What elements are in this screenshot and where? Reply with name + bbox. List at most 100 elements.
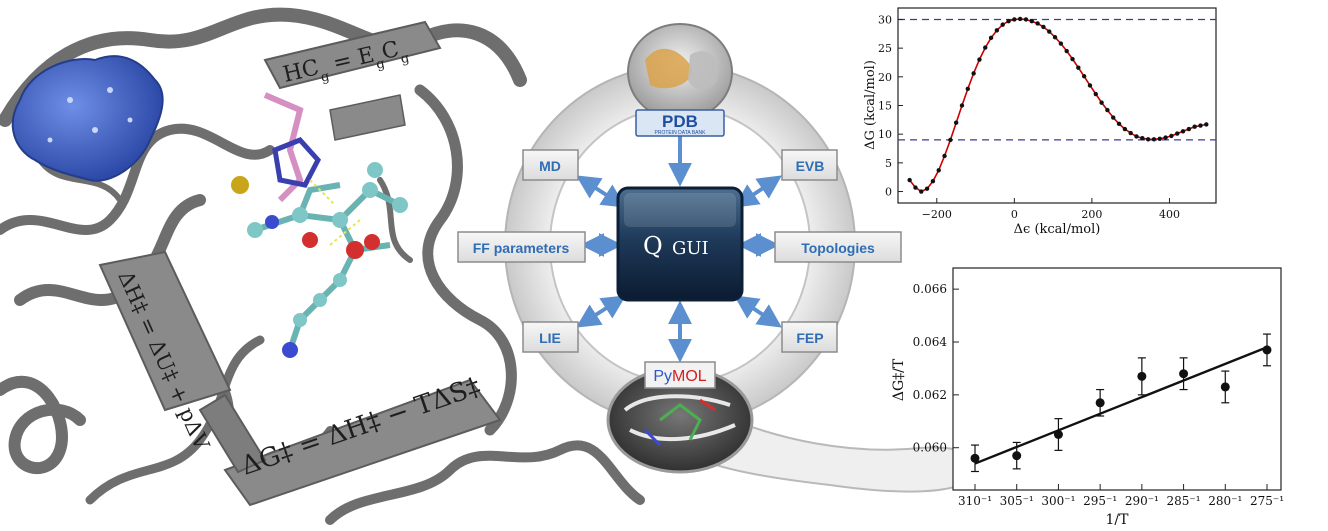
chart1-data-point xyxy=(1105,107,1110,113)
chart1-data-point xyxy=(965,86,971,92)
chart1-ytick-label-0: 0 xyxy=(885,186,892,199)
chart1-data-point xyxy=(1163,135,1168,140)
chart1-data-point xyxy=(983,45,988,50)
q-gui-q-letter: Q xyxy=(643,232,663,260)
tool-box-ff-parameters[interactable]: FF parameters xyxy=(457,231,586,263)
chart2-xtick-label-4: 290⁻¹ xyxy=(1125,494,1159,508)
tool-box-fep[interactable]: FEP xyxy=(781,321,838,353)
chart1-data-point xyxy=(1052,35,1058,40)
chart2-data-point xyxy=(1220,382,1230,392)
chart1-data-point xyxy=(1087,83,1093,88)
chart1-data-point xyxy=(913,185,918,190)
chart1-ytick-label-1: 5 xyxy=(885,157,892,170)
chart2-data-point xyxy=(1053,430,1063,439)
chart1-data-point xyxy=(1134,134,1139,139)
chart1-data-point xyxy=(1099,100,1104,105)
chart1-xlabel: Δϵ (kcal/mol) xyxy=(1014,222,1101,237)
chart2-ytick-label-0: 0.060 xyxy=(913,441,947,455)
chart1-data-point xyxy=(1180,129,1186,134)
chart1-xtick-label-3: 400 xyxy=(1159,208,1180,221)
tool-box-lie-label: LIE xyxy=(539,330,561,346)
chart1-data-point xyxy=(977,57,982,62)
chart1-data-point xyxy=(1204,122,1209,127)
tool-box-md[interactable]: MD xyxy=(522,149,579,181)
chart1-ytick-label-3: 15 xyxy=(878,100,892,113)
chart2-xtick-label-7: 275⁻¹ xyxy=(1250,494,1284,508)
pymol-label-box xyxy=(644,361,716,389)
chart2-ytick-label-1: 0.062 xyxy=(913,388,947,402)
tool-box-ff-parameters-label: FF parameters xyxy=(473,240,570,256)
pymol-node[interactable]: PyMOL xyxy=(606,361,754,474)
chart1-data-point xyxy=(1128,130,1133,136)
tool-box-lie[interactable]: LIE xyxy=(522,321,579,353)
chart1-data-point xyxy=(907,177,912,183)
tool-box-evb-label: EVB xyxy=(796,158,825,174)
chart2-frame xyxy=(952,267,1282,491)
chart1-data-point xyxy=(1192,124,1197,129)
tool-box-fep-label: FEP xyxy=(796,330,823,346)
chart2-data-point xyxy=(1137,371,1147,381)
chart1-data-point xyxy=(948,137,953,143)
chart1-data-point xyxy=(1145,137,1151,142)
chart1-data-point xyxy=(1151,137,1157,142)
tool-box-evb[interactable]: EVB xyxy=(781,149,838,181)
chart1-ytick-label-4: 20 xyxy=(878,71,892,84)
chart2-xtick-label-5: 285⁻¹ xyxy=(1167,494,1201,508)
chart2-data-point xyxy=(1095,398,1105,408)
tool-box-topologies[interactable]: Topologies xyxy=(774,231,902,263)
chart2-ytick-label-3: 0.066 xyxy=(913,282,947,296)
chart1-data-point xyxy=(994,28,1000,33)
connector-arrows xyxy=(575,135,782,363)
chart2-ylabel: ΔG‡/T xyxy=(891,358,907,401)
pdb-logo-subtext: PROTEIN DATA BANK xyxy=(655,130,707,136)
chart2-fit-line xyxy=(974,346,1268,465)
chart1-series-line xyxy=(908,18,1207,193)
chart1-data-point xyxy=(1017,16,1023,22)
chart1-data-point xyxy=(1122,126,1128,132)
chart1-data-point xyxy=(1076,65,1081,70)
chart2-data-point xyxy=(1179,369,1189,379)
chart1-ylabel: ΔG (kcal/mol) xyxy=(863,60,878,150)
chart1-xtick-label-1: 0 xyxy=(1011,208,1018,221)
chart1-data-point xyxy=(959,103,965,108)
chart1-data-point xyxy=(1012,17,1017,22)
chart1-data-point xyxy=(1081,74,1087,79)
chart1-data-point xyxy=(1064,48,1069,54)
chart1-data-point xyxy=(1116,121,1122,127)
pymol-label: PyMOL xyxy=(653,368,706,385)
q-gui-label: GUI xyxy=(672,238,709,259)
tool-box-md-label: MD xyxy=(539,158,561,174)
chart1-data-point xyxy=(1006,18,1011,24)
chart1-data-point xyxy=(1047,29,1052,34)
chart1-data-point xyxy=(988,35,994,41)
chart1-data-point xyxy=(930,179,936,184)
protein-ribbon-illustration xyxy=(0,7,645,525)
chart2-xtick-label-3: 295⁻¹ xyxy=(1083,494,1117,508)
chart1-data-point xyxy=(1093,91,1098,97)
chart1-data-point xyxy=(1175,131,1180,136)
chart1-data-point xyxy=(1198,123,1203,128)
chart2-ytick-label-2: 0.064 xyxy=(913,335,948,349)
chart1-ytick-label-6: 30 xyxy=(878,13,892,26)
chart1-data-point xyxy=(1169,133,1174,139)
pdb-node[interactable]: PDB PROTEIN DATA BANK xyxy=(627,23,733,137)
chart-free-energy-profile: ΔG (kcal/mol) Δϵ (kcal/mol) 0 5 10 15 20 25 30… xyxy=(863,7,1217,237)
chart1-data-point xyxy=(936,168,941,173)
chart1-xtick-label-0: −200 xyxy=(922,208,952,221)
chart2-xtick-label-6: 280⁻¹ xyxy=(1208,494,1242,508)
pdb-logo-label: PDB xyxy=(662,112,698,131)
chart2-data-point xyxy=(1262,345,1272,355)
chart1-ytick-label-2: 10 xyxy=(878,128,892,141)
chart2-xtick-label-2: 300⁻¹ xyxy=(1041,494,1075,508)
chart1-ytick-label-5: 25 xyxy=(878,42,892,55)
q-gui-center[interactable]: Q GUI xyxy=(616,186,744,302)
chart1-data-point xyxy=(1157,136,1162,141)
chart1-data-point xyxy=(1029,18,1034,24)
chart1-data-point xyxy=(924,186,930,191)
chart1-data-point xyxy=(942,153,947,159)
chart1-data-point xyxy=(1070,56,1075,62)
chart1-data-point xyxy=(1035,21,1040,26)
chart1-data-point xyxy=(1023,17,1029,22)
chart1-data-point xyxy=(953,120,959,125)
